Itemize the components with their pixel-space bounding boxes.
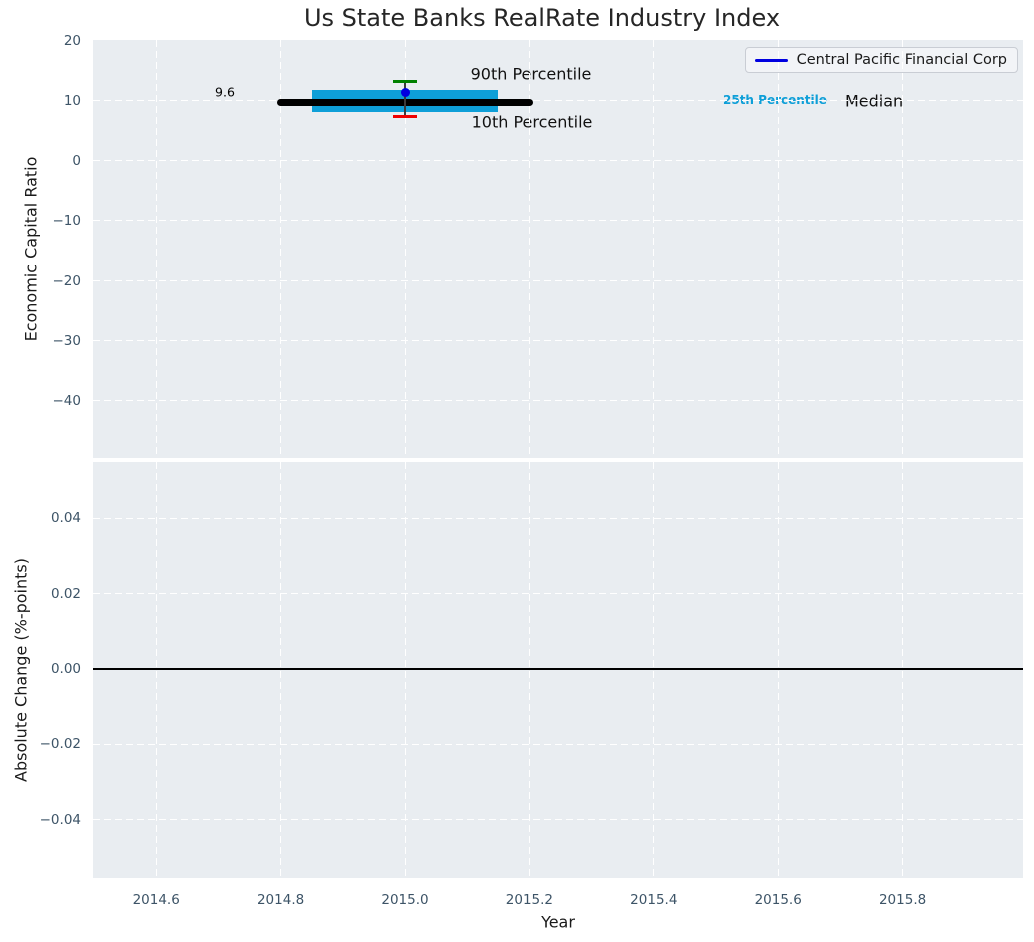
gridline-v — [155, 462, 157, 878]
p10-cap — [393, 115, 417, 118]
chart-title: Us State Banks RealRate Industry Index — [303, 4, 781, 32]
y-tick-label: −20 — [52, 272, 82, 289]
x-tick-label: 2015.6 — [754, 892, 802, 908]
gridline-v — [777, 40, 779, 458]
y-tick-label: −0.04 — [39, 811, 81, 828]
gridline-h — [93, 280, 1023, 281]
errorbar-line — [404, 81, 406, 117]
gridline-v — [280, 40, 282, 458]
legend-label: Central Pacific Financial Corp — [796, 52, 1007, 68]
gridline-h — [93, 400, 1023, 401]
median-annotation: Median — [845, 91, 904, 111]
gridline-h — [93, 593, 1023, 595]
y-tick-label: −30 — [52, 332, 82, 349]
y-tick-label: −10 — [52, 212, 82, 229]
legend: Central Pacific Financial Corp — [744, 47, 1018, 73]
y-tick-label: 0.04 — [50, 510, 81, 527]
x-tick-label: 2014.6 — [132, 892, 180, 908]
gridline-v — [280, 462, 282, 878]
gridline-h — [93, 517, 1023, 519]
y-tick-label: −40 — [52, 392, 82, 409]
gridline-h — [93, 100, 1023, 101]
x-tick-label: 2015.0 — [381, 892, 429, 908]
y-tick-label: 0.02 — [50, 585, 81, 602]
gridline-v — [528, 40, 530, 458]
zero-line — [93, 668, 1023, 670]
gridline-h — [93, 340, 1023, 341]
gridline-h — [93, 220, 1023, 221]
p10-percentile-annotation: 10th Percentile — [471, 112, 593, 132]
legend-line-sample — [754, 58, 788, 62]
y-tick-label: −0.02 — [39, 736, 81, 753]
gridline-h — [93, 160, 1023, 161]
bottom-axes — [93, 462, 1023, 878]
p90-cap — [393, 80, 417, 83]
gridline-h — [93, 743, 1023, 745]
y-tick-label: 10 — [63, 92, 81, 109]
top-axes: 90th Percentile 10th Percentile 25th Per… — [93, 40, 1023, 458]
company-marker — [400, 88, 410, 98]
x-tick-label: 2015.8 — [878, 892, 927, 908]
y-axis-label-top: Economic Capital Ratio — [21, 156, 41, 342]
gridline-v — [528, 462, 530, 878]
gridline-v — [155, 40, 157, 458]
gridline-v — [404, 462, 406, 878]
gridline-v — [653, 40, 655, 458]
gridline-v — [777, 462, 779, 878]
gridline-v — [404, 40, 406, 458]
y-tick-label: 0 — [72, 152, 81, 169]
y-tick-label: 0.00 — [50, 661, 81, 677]
x-tick-label: 2014.8 — [256, 892, 305, 908]
gridline-v — [653, 462, 655, 878]
x-axis-label: Year — [541, 912, 575, 932]
x-tick-label: 2015.4 — [630, 892, 678, 908]
x-tick-label: 2015.2 — [505, 892, 554, 908]
p90-percentile-annotation: 90th Percentile — [470, 64, 592, 84]
gridline-h — [93, 819, 1023, 821]
gridline-v — [902, 462, 904, 878]
y-tick-label: 20 — [63, 32, 81, 49]
median-value-label: 9.6 — [215, 84, 235, 100]
gridline-v — [902, 40, 904, 458]
